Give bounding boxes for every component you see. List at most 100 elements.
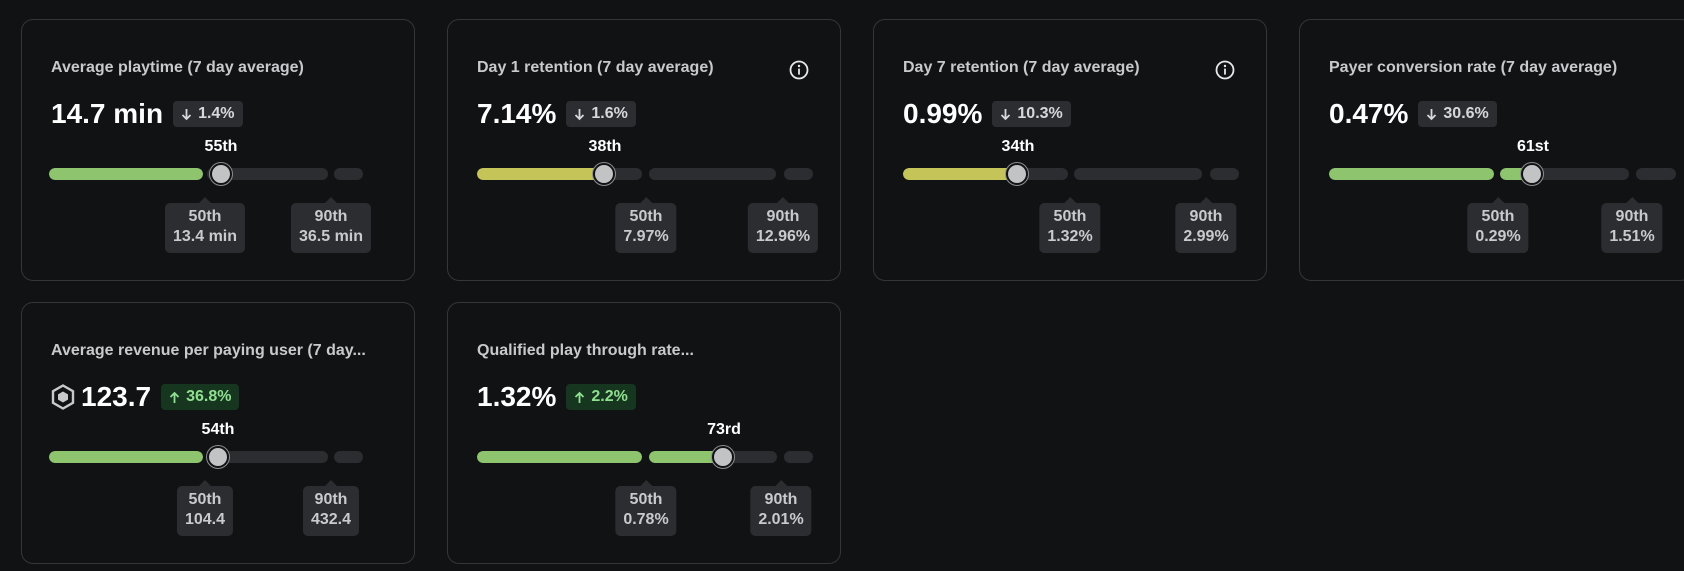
metric-card-arppu: Average revenue per paying user (7 day..… — [21, 302, 415, 564]
change-value: 1.6% — [591, 105, 628, 122]
percentile-marker — [593, 163, 615, 185]
card-title: Average playtime (7 day average) — [51, 59, 304, 76]
change-badge: 1.6% — [566, 101, 636, 127]
p90-label: 90th — [314, 491, 348, 508]
p50-label: 50th — [1481, 208, 1515, 225]
p50-label: 50th — [629, 208, 663, 225]
p90-tooltip: 90th 432.4 — [302, 480, 360, 536]
percentile-rank: 73rd — [707, 421, 741, 438]
change-value: 1.4% — [198, 105, 235, 122]
p90-tooltip: 90th 12.96% — [747, 197, 819, 253]
p90-label: 90th — [314, 208, 348, 225]
p50-tooltip: 50th 1.32% — [1039, 197, 1101, 253]
p90-value: 12.96% — [755, 228, 811, 245]
benchmark-segment-high — [334, 451, 363, 463]
metric-card-payer-conversion: Payer conversion rate (7 day average) 0.… — [1299, 19, 1684, 281]
change-badge: 10.3% — [992, 101, 1071, 127]
p90-label: 90th — [766, 208, 800, 225]
benchmark-segment-mid — [207, 168, 328, 180]
arrow-down-icon — [575, 108, 585, 120]
change-badge: 36.8% — [161, 384, 240, 410]
percentile-rank: 55th — [204, 138, 238, 155]
p50-value: 7.97% — [623, 228, 669, 245]
metric-value: 0.47% — [1329, 98, 1409, 129]
metric-value: 123.7 — [81, 381, 152, 412]
value-row: 14.7 min 1.4% — [51, 94, 243, 134]
metric-card-average-playtime: Average playtime (7 day average) 14.7 mi… — [21, 19, 415, 281]
card-title: Average revenue per paying user (7 day..… — [51, 342, 366, 359]
p90-value: 2.01% — [758, 511, 804, 528]
arrow-up-icon — [169, 391, 180, 403]
p90-tooltip: 90th 2.01% — [750, 480, 812, 536]
card-title: Day 1 retention (7 day average) — [477, 59, 714, 76]
info-icon[interactable] — [1215, 60, 1235, 80]
p50-value: 1.32% — [1047, 228, 1093, 245]
benchmark-segment-low — [477, 168, 642, 180]
arrow-up-icon — [575, 391, 585, 403]
benchmark-segment-mid — [649, 168, 776, 180]
p50-tooltip: 50th 7.97% — [615, 197, 677, 253]
percentile-marker — [1521, 163, 1543, 185]
arrow-down-icon — [181, 108, 192, 120]
benchmark-segment-high — [784, 168, 813, 180]
info-icon[interactable] — [789, 60, 809, 80]
benchmark-segment-low — [49, 168, 203, 180]
percentile-marker — [1006, 163, 1028, 185]
metric-value: 1.32% — [477, 381, 557, 412]
percentile-rank: 38th — [588, 138, 622, 155]
p90-tooltip: 90th 36.5 min — [290, 197, 372, 253]
p90-value: 36.5 min — [298, 228, 364, 245]
benchmark-segment-low — [49, 451, 203, 463]
metric-card-qualified-play-through: Qualified play through rate... 1.32% 2.2… — [447, 302, 841, 564]
change-value: 10.3% — [1017, 105, 1063, 122]
p90-value: 432.4 — [310, 511, 352, 528]
p90-tooltip: 90th 2.99% — [1175, 197, 1237, 253]
p90-label: 90th — [1615, 208, 1649, 225]
p50-tooltip: 50th 13.4 min — [164, 197, 246, 253]
benchmark-segment-high — [784, 451, 813, 463]
arrow-down-icon — [1001, 108, 1011, 120]
benchmark-segment-low — [903, 168, 1068, 180]
value-row: 1.32% 2.2% — [477, 377, 636, 417]
percentile-marker — [207, 446, 229, 468]
metric-value: 14.7 min — [51, 98, 164, 129]
arrow-down-icon — [1427, 108, 1437, 120]
percentile-marker — [712, 446, 734, 468]
p50-label: 50th — [188, 208, 222, 225]
p90-tooltip: 90th 1.51% — [1601, 197, 1663, 253]
p90-label: 90th — [1189, 208, 1223, 225]
robux-icon — [51, 384, 75, 410]
p50-label: 50th — [188, 491, 222, 508]
benchmark-segment-low — [477, 451, 642, 463]
card-title: Day 7 retention (7 day average) — [903, 59, 1140, 76]
percentile-rank: 34th — [1001, 138, 1035, 155]
percentile-marker — [210, 163, 232, 185]
value-row: 0.99% 10.3% — [903, 94, 1071, 134]
p90-value: 2.99% — [1183, 228, 1229, 245]
p50-value: 13.4 min — [172, 228, 238, 245]
benchmark-segment-mid — [207, 451, 328, 463]
metric-card-day7-retention: Day 7 retention (7 day average) 0.99% 10… — [873, 19, 1267, 281]
p90-label: 90th — [764, 491, 798, 508]
card-title: Qualified play through rate... — [477, 342, 694, 359]
p50-label: 50th — [1053, 208, 1087, 225]
metric-card-day1-retention: Day 1 retention (7 day average) 7.14% 1.… — [447, 19, 841, 281]
p50-tooltip: 50th 0.78% — [615, 480, 677, 536]
change-value: 30.6% — [1443, 105, 1489, 122]
benchmark-segment-high — [334, 168, 363, 180]
change-badge: 30.6% — [1418, 101, 1497, 127]
benchmark-segment-mid — [1074, 168, 1202, 180]
card-title: Payer conversion rate (7 day average) — [1329, 59, 1618, 76]
percentile-rank: 54th — [201, 421, 235, 438]
change-value: 2.2% — [591, 388, 628, 405]
p50-tooltip: 50th 0.29% — [1467, 197, 1529, 253]
value-row: 123.7 36.8% — [51, 377, 240, 417]
change-badge: 1.4% — [173, 101, 243, 127]
p50-tooltip: 50th 104.4 — [176, 480, 234, 536]
p90-value: 1.51% — [1609, 228, 1655, 245]
benchmark-segment-high — [1636, 168, 1676, 180]
benchmark-segment-high — [1210, 168, 1239, 180]
p50-value: 0.29% — [1475, 228, 1521, 245]
benchmark-segment-low — [1329, 168, 1494, 180]
p50-value: 104.4 — [184, 511, 226, 528]
